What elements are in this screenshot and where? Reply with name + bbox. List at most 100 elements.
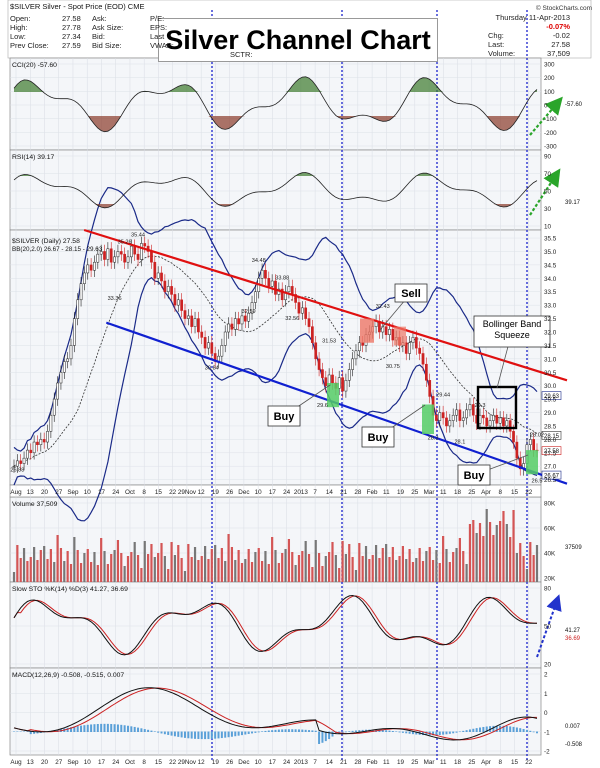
sto-y-tick: 50 <box>544 624 552 631</box>
quote-date: Thursday 11-Apr-2013 <box>495 13 570 22</box>
x-label-bottom: 24 <box>112 759 120 766</box>
macd-histogram-bar <box>190 731 193 739</box>
macd-histogram-bar <box>492 725 495 732</box>
x-label: 11 <box>383 489 390 496</box>
candle <box>347 369 351 381</box>
candle <box>12 465 16 468</box>
x-label: 21 <box>340 489 348 496</box>
macd-histogram-bar <box>126 725 129 732</box>
macd-histogram-bar <box>401 731 404 733</box>
macd-histogram-bar <box>254 731 257 733</box>
macd-histogram-bar <box>130 726 133 732</box>
volume-bar <box>66 551 69 582</box>
macd-histogram-bar <box>391 731 394 732</box>
volume-bar <box>123 566 126 582</box>
candle <box>160 272 163 282</box>
volume-bar <box>445 549 448 582</box>
rsi-y-tick: 50 <box>544 189 552 196</box>
bollinger-lower <box>13 276 538 522</box>
volume-bar <box>257 548 260 582</box>
candle <box>210 342 214 354</box>
candle <box>250 302 254 314</box>
macd-histogram-bar <box>29 731 32 735</box>
volume-bar <box>69 564 73 582</box>
volume-bar <box>532 555 535 582</box>
macd-y-tick: 2 <box>544 672 548 679</box>
macd-histogram-bar <box>271 730 274 732</box>
candle <box>163 280 167 292</box>
sto-arrow <box>536 594 562 658</box>
volume-bar <box>113 550 116 582</box>
x-label-bottom: 8 <box>142 759 146 766</box>
macd-histogram-bar <box>532 731 535 733</box>
candle <box>304 307 308 319</box>
volume-bar <box>341 541 344 582</box>
candle <box>186 315 190 319</box>
candle <box>193 318 197 327</box>
candle <box>113 256 116 263</box>
candle <box>388 329 391 335</box>
right-tag-box <box>541 431 562 440</box>
x-label-bottom: 10 <box>84 759 92 766</box>
volume-bar <box>361 556 364 582</box>
right-tag: 26.67 <box>544 474 560 480</box>
volume-bar <box>351 557 354 582</box>
candle <box>515 441 519 459</box>
volume-bar <box>401 546 404 582</box>
volume-bar <box>163 556 166 582</box>
volume-bar <box>200 556 203 582</box>
macd-histogram-bar <box>167 731 170 735</box>
x-label-bottom: 8 <box>499 759 503 766</box>
rsi-y-tick: 10 <box>544 224 552 231</box>
volume-bar <box>509 537 512 582</box>
rsi-y-tick: 70 <box>544 171 552 178</box>
macd-histogram-bar <box>381 730 384 732</box>
candle <box>227 323 230 333</box>
macd-histogram-bar <box>472 728 475 732</box>
macd-histogram-bar <box>304 729 307 732</box>
candle <box>46 431 49 443</box>
macd-histogram-bar <box>251 731 254 734</box>
y-tick: 34.5 <box>544 262 557 269</box>
x-label-bottom: 11 <box>440 759 447 766</box>
candle <box>79 283 83 301</box>
symbol-line: $SILVER Silver - Spot Price (EOD) CME <box>10 2 144 11</box>
volume-bar <box>418 548 421 582</box>
x-label: Mar <box>424 489 435 496</box>
volume-bar <box>59 548 63 582</box>
candle <box>361 342 365 346</box>
annotation-squeeze-line2: Squeeze <box>494 330 530 340</box>
volume-bar <box>250 562 254 582</box>
macd-histogram-bar <box>331 731 334 737</box>
low-value: 27.34 <box>62 32 81 41</box>
macd-histogram-bar <box>378 729 381 732</box>
y-tick: 26.5 <box>544 477 557 484</box>
x-label-bottom: 15 <box>155 759 163 766</box>
price-legend-1: $SILVER (Daily) 27.58 <box>12 238 80 245</box>
volume-bar <box>183 571 187 582</box>
x-label-bottom: 19 <box>212 759 220 766</box>
x-label-bottom: 14 <box>326 759 334 766</box>
x-label: 12 <box>198 489 206 496</box>
last-value: 27.58 <box>551 40 570 49</box>
annotation-squeeze: Bollinger Band <box>483 319 542 329</box>
price-label: 33.88 <box>275 276 289 282</box>
candle <box>230 323 234 330</box>
candle <box>109 248 113 263</box>
annotation-buy-2: Buy <box>368 432 390 444</box>
cci-legend: CCI(20) -57.60 <box>12 62 57 69</box>
candle <box>190 315 194 327</box>
macd-histogram-bar <box>479 727 482 732</box>
quote-col-2: 27.58 27.78 27.34 27.59 <box>62 14 81 50</box>
volume-legend: Volume 37,509 <box>12 501 58 508</box>
x-label: 24 <box>112 489 120 496</box>
volume-bar <box>274 550 277 582</box>
candle <box>36 441 39 445</box>
vol-y-tick: 20K <box>544 576 556 583</box>
x-label-bottom: 17 <box>98 759 106 766</box>
macd-histogram-bar <box>197 731 200 740</box>
volume-bar <box>170 542 173 582</box>
candle <box>280 288 284 301</box>
macd-histogram-bar <box>452 731 455 734</box>
candle <box>180 299 183 311</box>
